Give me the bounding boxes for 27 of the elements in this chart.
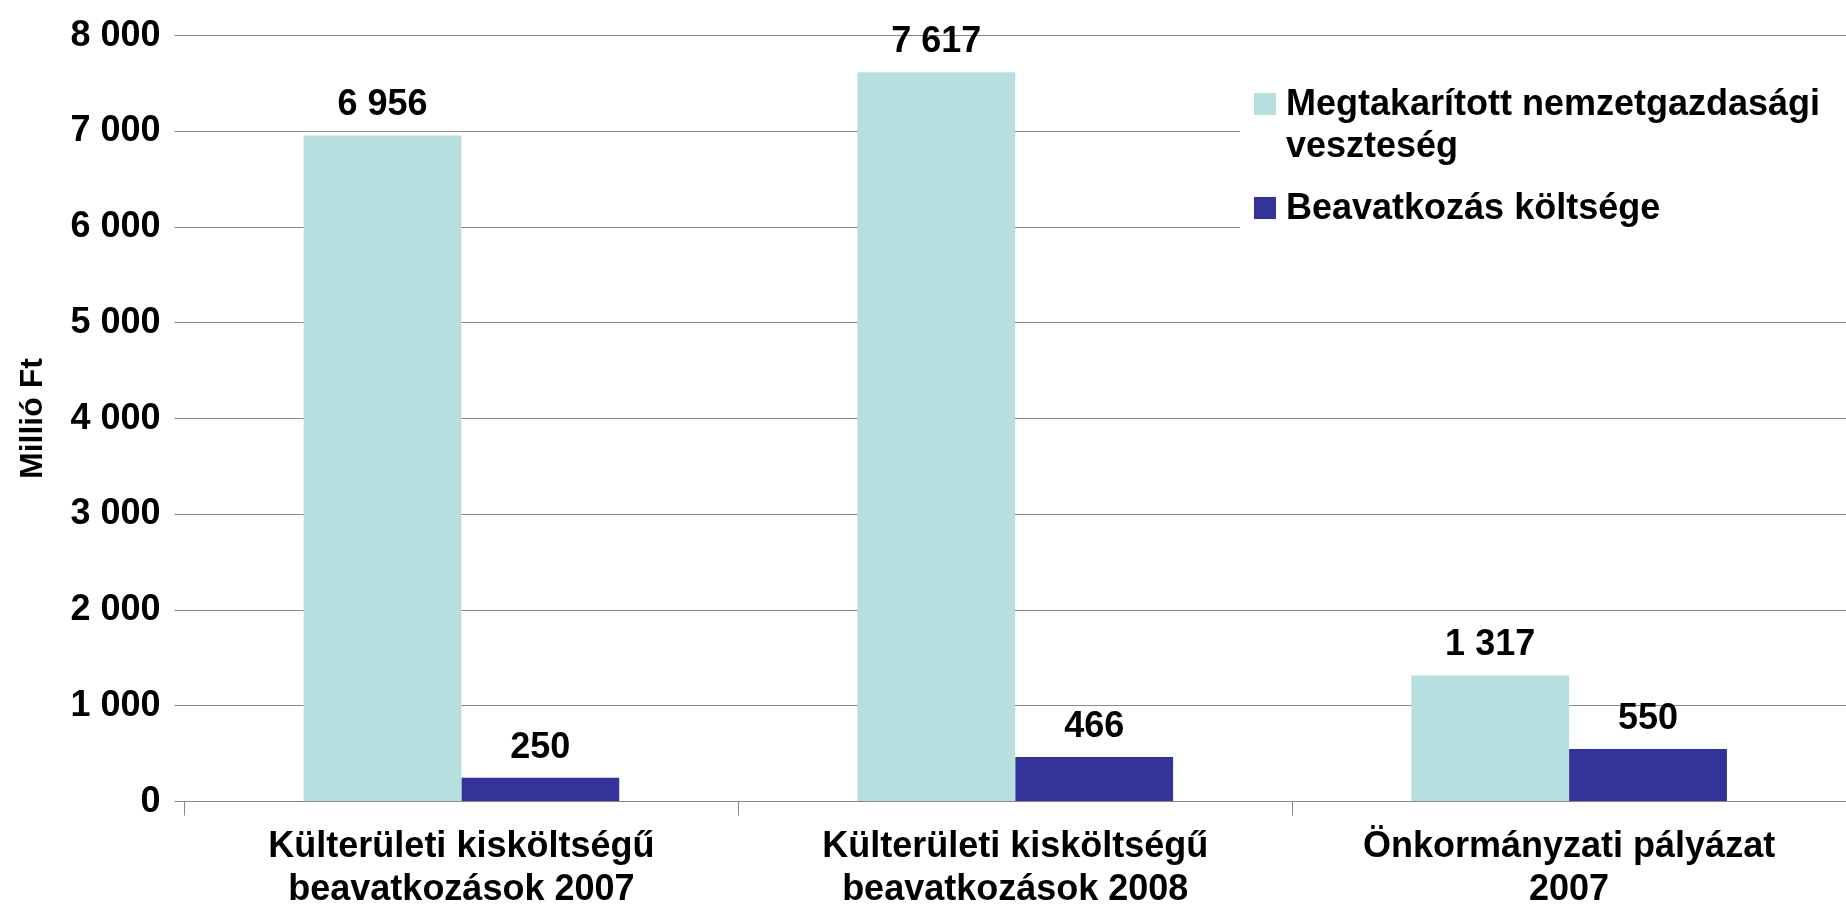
bar — [1411, 675, 1570, 802]
data-label: 466 — [1064, 703, 1125, 745]
bar — [1569, 748, 1727, 802]
x-tick-label: Külterületi kisköltségű beavatkozások 2008 — [822, 824, 1209, 909]
legend-label: Megtakarított nemzetgazdasági veszteség — [1286, 81, 1822, 166]
y-tick-label: 5 000 — [70, 299, 161, 341]
y-tick-label: 6 000 — [70, 204, 161, 246]
y-tick-label: 7 000 — [70, 108, 161, 150]
data-label: 250 — [510, 724, 571, 766]
bar — [461, 777, 620, 802]
data-label: 550 — [1617, 695, 1679, 737]
y-tick-label: 8 000 — [70, 12, 161, 54]
y-axis-title: Millió Ft — [13, 357, 50, 480]
y-tick-label: 0 — [140, 778, 161, 820]
x-tick-label: Külterületi kisköltségű beavatkozások 2007 — [268, 824, 655, 909]
data-label: 1 317 — [1445, 622, 1536, 664]
data-label: 6 956 — [337, 82, 428, 124]
bar — [303, 135, 462, 802]
y-tick-label: 4 000 — [70, 395, 161, 437]
legend-label: Beavatkozás költsége — [1286, 185, 1661, 228]
y-tick-label: 1 000 — [70, 682, 161, 724]
x-tick-label: Önkormányzati pályázat 2007 — [1363, 824, 1776, 909]
bar — [857, 72, 1016, 802]
y-tick-label: 3 000 — [70, 491, 161, 533]
bar — [1015, 756, 1174, 802]
data-label: 7 617 — [891, 19, 982, 61]
y-tick-label: 2 000 — [70, 587, 161, 629]
